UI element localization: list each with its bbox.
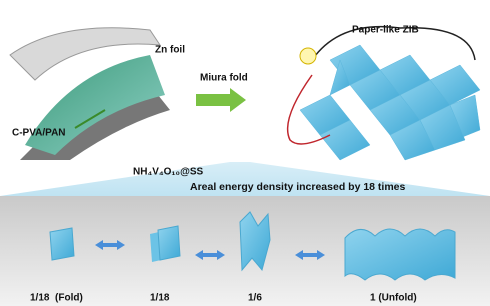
device-label: Paper-like ZIB: [352, 25, 419, 36]
figure: Zn foil C-PVA/PAN NH₄V₄O₁₀@SS Miura fold…: [0, 0, 490, 306]
cathode-label: NH₄V₄O₁₀@SS: [133, 167, 203, 178]
stage-label: 1/18 (Fold): [30, 293, 83, 304]
fold-arrow: [196, 88, 246, 112]
separator-label: C-PVA/PAN: [12, 128, 66, 139]
stage-label: 1/18: [150, 293, 170, 304]
stage-label: 1/6: [248, 293, 262, 304]
battery-layers: [10, 28, 170, 160]
folded-device: [300, 45, 480, 160]
bulb: [300, 48, 316, 64]
banner: Areal energy density increased by 18 tim…: [190, 181, 406, 193]
zn-label: Zn foil: [155, 45, 185, 56]
stage-label: 1 (Unfold): [370, 293, 417, 304]
fold-label: Miura fold: [200, 73, 248, 84]
page: Zn foil C-PVA/PAN NH₄V₄O₁₀@SS Miura fold…: [0, 0, 490, 306]
